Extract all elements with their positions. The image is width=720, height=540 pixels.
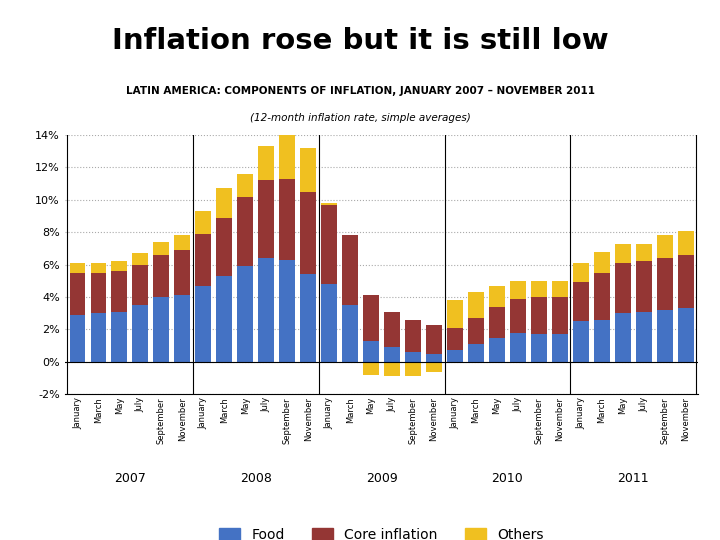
Bar <box>447 350 463 362</box>
Bar <box>112 312 127 362</box>
Bar <box>615 313 631 362</box>
Text: 2010: 2010 <box>492 472 523 485</box>
Bar <box>489 338 505 362</box>
Bar <box>447 300 463 328</box>
Bar <box>153 242 169 255</box>
Bar <box>573 321 589 362</box>
Bar <box>615 244 631 263</box>
Bar <box>217 188 232 218</box>
Bar <box>195 211 211 234</box>
Bar <box>321 203 337 205</box>
Bar <box>174 295 190 362</box>
Text: Inflation rose but it is still low: Inflation rose but it is still low <box>112 27 608 55</box>
Bar <box>279 260 295 362</box>
Bar <box>594 252 610 273</box>
Bar <box>489 286 505 307</box>
Bar <box>657 235 672 258</box>
Bar <box>552 281 568 297</box>
Bar <box>279 130 295 179</box>
Bar <box>447 328 463 350</box>
Bar <box>70 315 85 362</box>
Text: (12-month inflation rate, simple averages): (12-month inflation rate, simple average… <box>250 113 470 124</box>
Bar <box>384 312 400 347</box>
Bar <box>573 282 589 321</box>
Bar <box>468 318 484 344</box>
Bar <box>426 325 442 354</box>
Bar <box>321 284 337 362</box>
Bar <box>531 281 546 297</box>
Bar <box>132 305 148 362</box>
Bar <box>405 362 421 376</box>
Bar <box>636 261 652 312</box>
Bar <box>258 180 274 258</box>
Bar <box>153 297 169 362</box>
Bar <box>132 253 148 265</box>
Bar <box>615 263 631 313</box>
Bar <box>364 362 379 375</box>
Bar <box>238 197 253 266</box>
Bar <box>678 255 693 308</box>
Bar <box>174 235 190 250</box>
Bar <box>217 276 232 362</box>
Bar <box>364 295 379 341</box>
Bar <box>594 273 610 320</box>
Bar <box>573 263 589 282</box>
Bar <box>195 234 211 286</box>
Bar <box>174 250 190 295</box>
Bar <box>238 266 253 362</box>
Bar <box>510 299 526 333</box>
Bar <box>636 244 652 261</box>
Bar <box>636 312 652 362</box>
Bar <box>342 305 358 362</box>
Text: LATIN AMERICA: COMPONENTS OF INFLATION, JANUARY 2007 – NOVEMBER 2011: LATIN AMERICA: COMPONENTS OF INFLATION, … <box>125 86 595 97</box>
Bar <box>468 344 484 362</box>
Bar <box>258 146 274 180</box>
Bar <box>657 258 672 310</box>
Bar <box>279 179 295 260</box>
Bar <box>70 273 85 315</box>
Bar <box>468 292 484 318</box>
Bar <box>510 333 526 362</box>
Bar <box>426 354 442 362</box>
Bar <box>132 265 148 305</box>
Bar <box>657 310 672 362</box>
Text: 2009: 2009 <box>366 472 397 485</box>
Text: 2007: 2007 <box>114 472 145 485</box>
Legend: Food, Core inflation, Others: Food, Core inflation, Others <box>214 523 549 540</box>
Bar <box>91 273 107 313</box>
Bar <box>112 271 127 312</box>
Bar <box>217 218 232 276</box>
Bar <box>258 258 274 362</box>
Bar <box>364 341 379 362</box>
Bar <box>405 352 421 362</box>
Bar <box>552 297 568 334</box>
Bar <box>300 192 316 274</box>
Bar <box>405 320 421 352</box>
Bar <box>510 281 526 299</box>
Text: 2011: 2011 <box>618 472 649 485</box>
Bar <box>195 286 211 362</box>
Bar <box>91 313 107 362</box>
Bar <box>552 334 568 362</box>
Bar <box>384 347 400 362</box>
Bar <box>321 205 337 284</box>
Bar <box>70 263 85 273</box>
Bar <box>112 261 127 271</box>
Bar <box>300 148 316 192</box>
Bar <box>426 362 442 372</box>
Bar <box>342 235 358 305</box>
Text: 2008: 2008 <box>240 472 271 485</box>
Bar <box>594 320 610 362</box>
Bar <box>300 274 316 362</box>
Bar <box>531 334 546 362</box>
Bar <box>153 255 169 297</box>
Bar <box>489 307 505 338</box>
Bar <box>531 297 546 334</box>
Bar <box>678 308 693 362</box>
Bar <box>238 174 253 197</box>
Bar <box>91 263 107 273</box>
Bar <box>678 231 693 255</box>
Bar <box>384 362 400 376</box>
